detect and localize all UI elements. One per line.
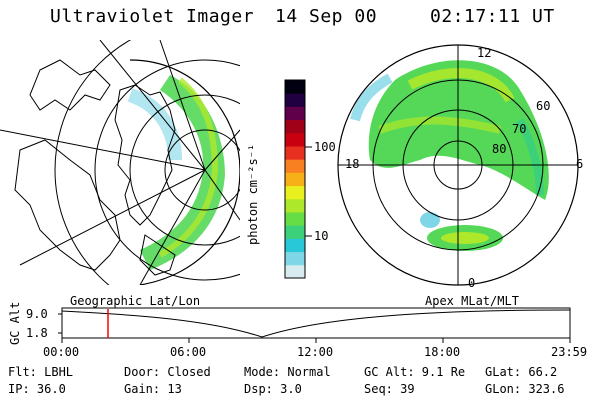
colorbar-segment	[285, 238, 305, 253]
timeline-ytick-high: 9.0	[26, 307, 48, 321]
colorbar-tick-100: 100	[314, 140, 336, 154]
colorbar-segment	[285, 264, 305, 279]
colorbar-segment	[285, 119, 305, 134]
colorbar-segment	[285, 80, 305, 94]
colorbar-segment	[285, 185, 305, 200]
info-flt: Flt: LBHL	[8, 365, 74, 379]
info-glat: GLat: 66.2	[485, 365, 558, 379]
colorbar-segment	[285, 146, 305, 160]
mlat-label-70: 70	[512, 122, 527, 136]
altitude-timeline	[58, 307, 571, 343]
colorbar-segment	[285, 212, 305, 226]
timeline-xtick-1800: 18:00	[424, 345, 461, 359]
colorbar-segment	[285, 132, 305, 147]
colorbar-unit: photon cm⁻²s⁻¹	[246, 143, 260, 245]
mlat-label-60: 60	[536, 99, 551, 113]
timeline-ylabel: GC Alt	[8, 301, 22, 345]
timeline-ytick-low: 1.8	[26, 326, 48, 340]
colorbar-segment	[285, 251, 305, 266]
info-gain: Gain: 13	[124, 382, 182, 396]
info-seq: Seq: 39	[364, 382, 415, 396]
colorbar	[284, 79, 306, 279]
timeline-xtick-1200: 12:00	[297, 345, 334, 359]
mlt-label-12: 12	[477, 46, 492, 60]
info-dsp: Dsp: 3.0	[244, 382, 302, 396]
info-mode: Mode: Normal	[244, 365, 331, 379]
instrument-title: Ultraviolet Imager	[50, 6, 255, 27]
colorbar-tick-10: 10	[314, 229, 329, 243]
colorbar-segment	[285, 172, 305, 187]
date-label: 14 Sep 00	[275, 6, 378, 27]
mlt-label-6: 6	[576, 157, 584, 171]
geographic-map	[0, 40, 240, 285]
colorbar-segment	[285, 159, 305, 173]
mlt-label-0: 0	[468, 276, 476, 290]
colorbar-segment	[285, 106, 305, 121]
colorbar-segment	[285, 198, 305, 213]
timeline-xtick-0600: 06:00	[170, 345, 207, 359]
colorbar-segment	[285, 225, 305, 239]
info-gc-alt: GC Alt: 9.1 Re	[364, 365, 466, 379]
geographic-map-label: Geographic Lat/Lon	[70, 294, 201, 308]
timeline-xtick-0000: 00:00	[43, 345, 80, 359]
info-ip: IP: 36.0	[8, 382, 66, 396]
info-door: Door: Closed	[124, 365, 211, 379]
aurora-band-left	[140, 75, 225, 270]
time-label: 02:17:11 UT	[430, 6, 555, 27]
polar-map	[337, 44, 579, 286]
mlt-label-18: 18	[345, 157, 360, 171]
polar-map-label: Apex MLat/MLT	[425, 294, 519, 308]
colorbar-segment	[285, 93, 305, 107]
info-glon: GLon: 323.6	[485, 382, 565, 396]
timeline-xtick-2359: 23:59	[551, 345, 588, 359]
mlat-label-80: 80	[492, 142, 507, 156]
